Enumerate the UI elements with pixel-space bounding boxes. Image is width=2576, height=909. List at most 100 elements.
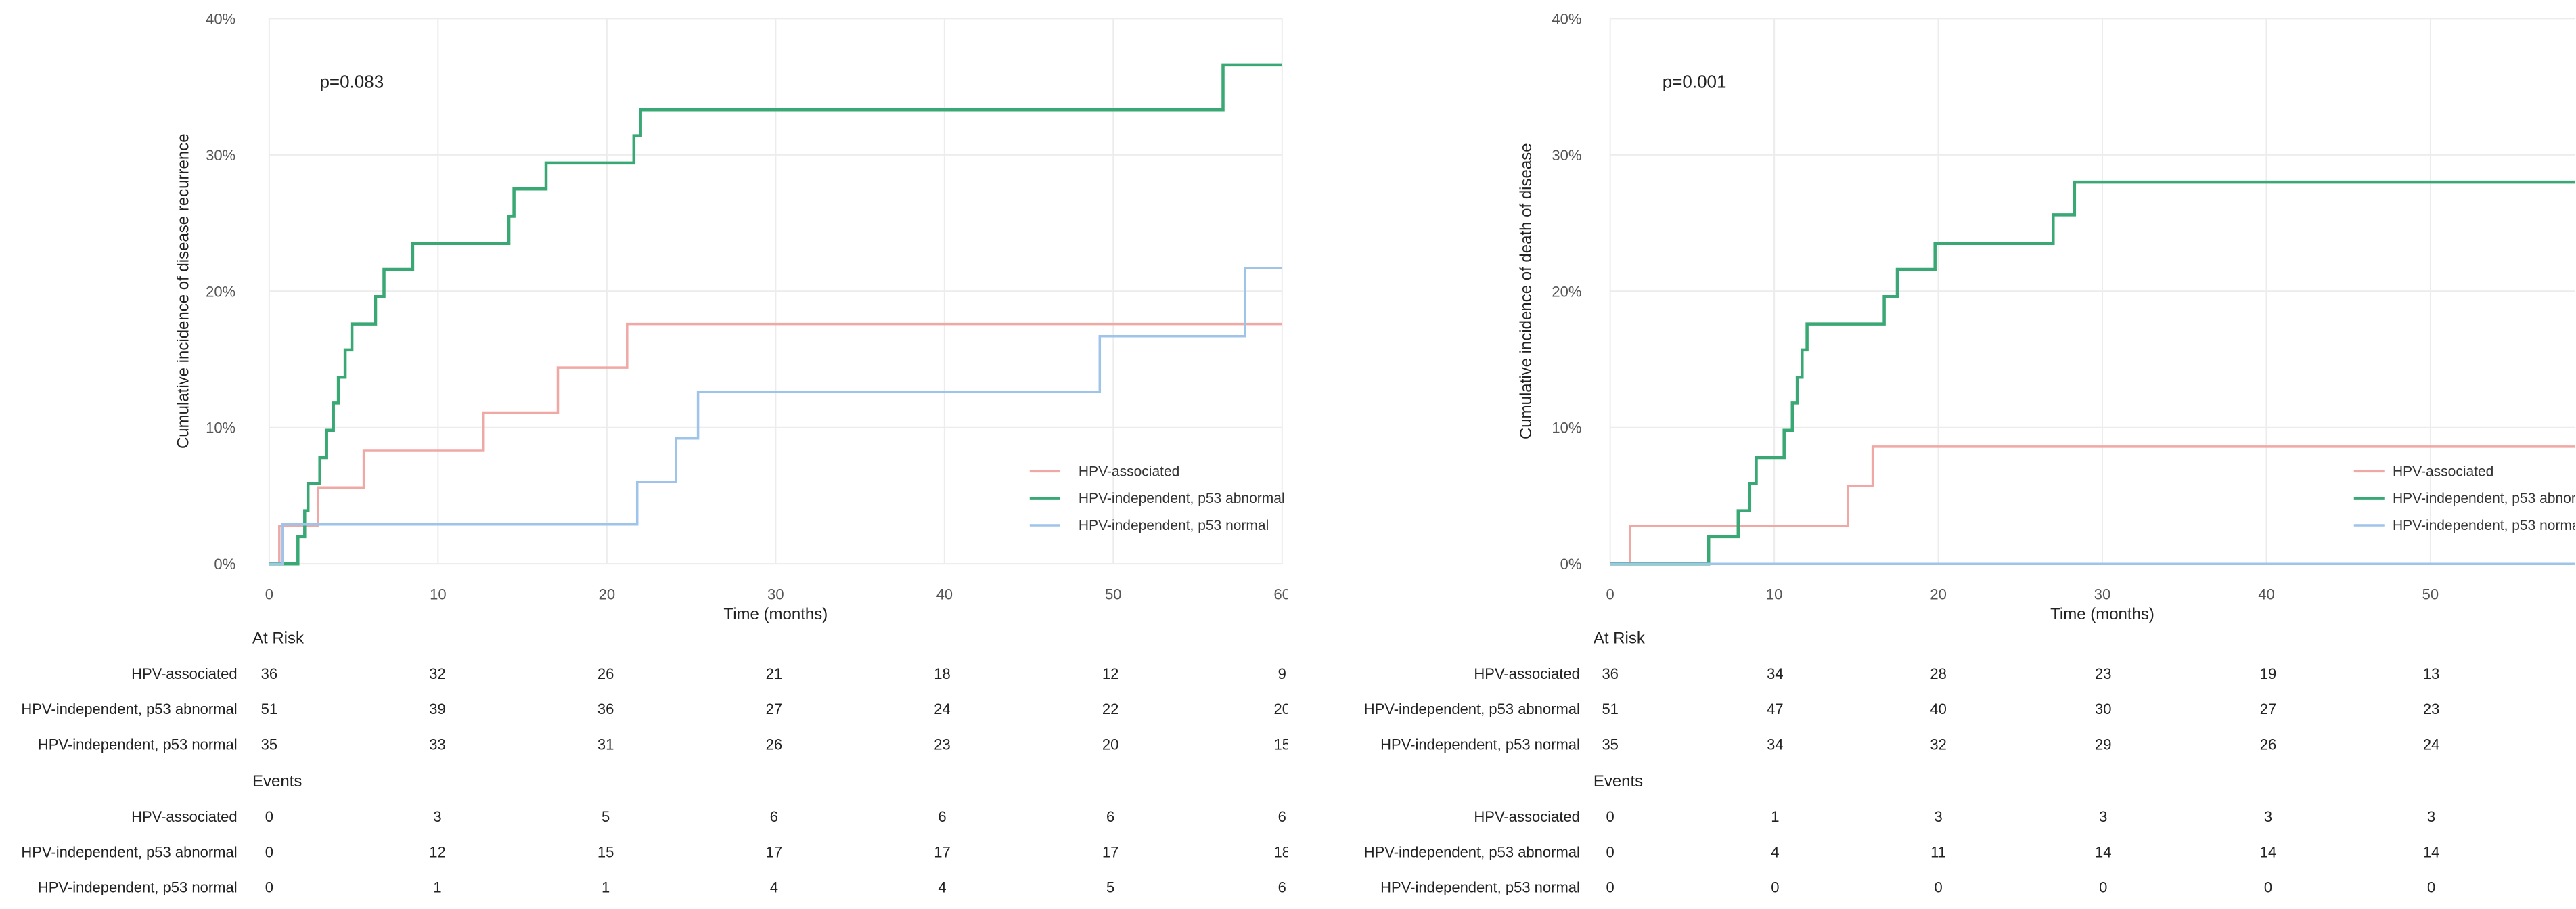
y-tick-label: 0% [214,556,235,573]
risk-table-row-label: HPV-associated [131,665,238,682]
at-risk-count: 39 [429,701,445,717]
event-count: 6 [1106,808,1114,825]
at-risk-count: 21 [766,665,782,682]
event-count: 17 [1102,843,1118,860]
risk-table-row-label: HPV-independent, p53 abnormal [1364,843,1580,860]
at-risk-count: 47 [1767,701,1783,717]
y-tick-label: 10% [1552,420,1581,437]
x-tick-label: 60 [1274,585,1288,602]
at-risk-count: 19 [2260,665,2276,682]
event-count: 5 [602,808,610,825]
series-line-p53-abnormal [1610,180,2575,566]
risk-table-row-label: HPV-independent, p53 normal [38,879,238,896]
at-risk-count: 13 [2423,665,2439,682]
series-line-hpv-associated [1610,445,2575,565]
event-count: 6 [938,808,946,825]
at-risk-count: 18 [934,665,950,682]
event-count: 14 [2260,843,2276,860]
event-count: 6 [1278,808,1286,825]
event-count: 4 [938,879,946,896]
at-risk-count: 24 [934,701,950,717]
at-risk-count: 22 [1102,701,1118,717]
y-tick-label: 40% [1552,10,1581,27]
event-count: 0 [1606,879,1614,896]
at-risk-count: 24 [2423,736,2439,753]
event-count: 0 [265,843,273,860]
y-tick-label: 10% [206,420,235,437]
y-tick-label: 0% [1560,556,1582,573]
event-count: 3 [433,808,441,825]
y-tick-label: 40% [206,10,235,27]
x-tick-label: 40 [936,585,953,602]
at-risk-count: 31 [597,736,614,753]
risk-table-row-label: HPV-independent, p53 abnormal [1364,701,1580,717]
at-risk-count: 29 [2095,736,2111,753]
event-count: 18 [1274,843,1288,860]
risk-table-row-label: HPV-independent, p53 abnormal [21,843,237,860]
series-line-hpv-associated [269,322,1282,565]
x-tick-label: 20 [599,585,615,602]
risk-table-row-label: HPV-associated [1474,665,1580,682]
at-risk-count: 26 [597,665,614,682]
at-risk-count: 9 [1278,665,1286,682]
at-risk-count: 15 [1274,736,1288,753]
y-tick-label: 20% [206,283,235,300]
p-value-label: p=0.001 [1663,71,1727,91]
event-count: 0 [2427,879,2435,896]
legend-entry: HPV-associated [2393,464,2493,479]
at-risk-count: 26 [2260,736,2276,753]
at-risk-count: 30 [2095,701,2111,717]
x-tick-label: 10 [1766,585,1782,602]
x-axis-title: Time (months) [2050,605,2154,623]
at-risk-count: 20 [1102,736,1118,753]
event-count: 0 [265,879,273,896]
at-risk-count: 23 [2095,665,2111,682]
at-risk-count: 36 [597,701,614,717]
event-count: 1 [602,879,610,896]
event-count: 0 [1771,879,1779,896]
event-count: 1 [1771,808,1779,825]
event-count: 4 [1771,843,1779,860]
event-count: 0 [1606,808,1614,825]
at-risk-header: At Risk [1594,629,1646,648]
at-risk-count: 34 [1767,665,1783,682]
x-tick-label: 0 [1606,585,1614,602]
events-header: Events [1594,772,1643,791]
series-line-p53-abnormal [269,63,1282,566]
at-risk-count: 28 [1930,665,1946,682]
at-risk-count: 35 [1602,736,1618,753]
risk-table-row-label: HPV-independent, p53 abnormal [21,701,237,717]
event-count: 17 [934,843,950,860]
event-count: 6 [1278,879,1286,896]
event-count: 3 [1934,808,1942,825]
at-risk-count: 34 [1767,736,1783,753]
event-count: 3 [2099,808,2107,825]
at-risk-count: 51 [1602,701,1618,717]
event-count: 4 [770,879,778,896]
at-risk-count: 33 [429,736,445,753]
at-risk-count: 12 [1102,665,1118,682]
at-risk-count: 27 [766,701,782,717]
at-risk-count: 23 [934,736,950,753]
x-tick-label: 0 [265,585,273,602]
legend-entry: HPV-independent, p53 normal [1079,518,1269,533]
risk-table-row-label: HPV-independent, p53 normal [38,736,238,753]
legend-entry: HPV-independent, p53 normal [2393,518,2575,533]
legend-entry: HPV-independent, p53 abnormal [2393,491,2575,506]
x-tick-label: 20 [1930,585,1946,602]
y-tick-label: 30% [1552,147,1581,164]
at-risk-count: 40 [1930,701,1946,717]
at-risk-count: 23 [2423,701,2439,717]
event-count: 6 [770,808,778,825]
risk-table-row-label: HPV-independent, p53 normal [1380,736,1580,753]
event-count: 0 [1606,843,1614,860]
x-tick-label: 50 [2422,585,2439,602]
x-tick-label: 30 [767,585,784,602]
at-risk-count: 20 [1274,701,1288,717]
at-risk-count: 27 [2260,701,2276,717]
y-tick-label: 20% [1552,283,1581,300]
event-count: 0 [1934,879,1942,896]
event-count: 0 [2264,879,2272,896]
legend-entry: HPV-independent, p53 abnormal [1079,491,1285,506]
p-value-label: p=0.083 [319,71,384,91]
